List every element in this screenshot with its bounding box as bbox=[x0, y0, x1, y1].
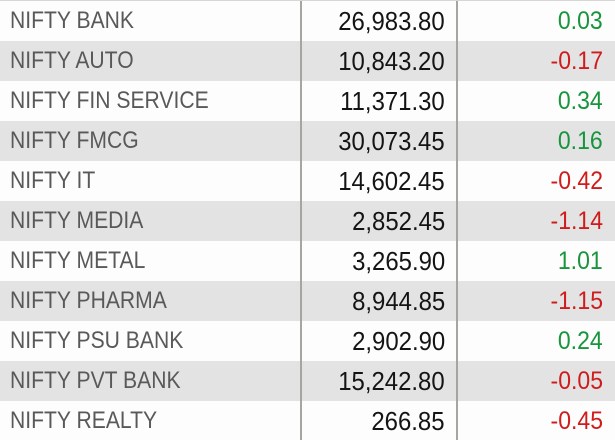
index-change-text: 0.16 bbox=[558, 127, 603, 155]
table-row[interactable]: NIFTY AUTO 10,843.20 -0.17 bbox=[0, 41, 615, 81]
index-name: NIFTY MEDIA bbox=[0, 201, 301, 241]
index-change: 0.24 bbox=[457, 321, 615, 361]
index-name-text: NIFTY REALTY bbox=[10, 407, 158, 434]
table-row[interactable]: NIFTY FMCG 30,073.45 0.16 bbox=[0, 121, 615, 161]
table-row[interactable]: NIFTY PSU BANK 2,902.90 0.24 bbox=[0, 321, 615, 361]
index-name-text: NIFTY PHARMA bbox=[10, 287, 167, 314]
index-change-text: -1.15 bbox=[550, 287, 603, 315]
index-change: 0.16 bbox=[457, 121, 615, 161]
index-change: -0.42 bbox=[457, 161, 615, 201]
table-row[interactable]: NIFTY FIN SERVICE 11,371.30 0.34 bbox=[0, 81, 615, 121]
column-divider bbox=[456, 1, 458, 440]
index-value-text: 26,983.80 bbox=[338, 6, 445, 36]
index-value-text: 14,602.45 bbox=[338, 166, 445, 196]
index-value: 3,265.90 bbox=[301, 241, 457, 281]
index-value: 10,843.20 bbox=[301, 41, 457, 81]
index-value-text: 2,852.45 bbox=[351, 206, 445, 236]
index-change-text: -1.14 bbox=[550, 207, 603, 235]
index-change: 0.03 bbox=[457, 1, 615, 41]
index-name-text: NIFTY IT bbox=[10, 167, 96, 194]
index-change-text: 0.03 bbox=[558, 7, 603, 35]
index-name-text: NIFTY FMCG bbox=[10, 127, 139, 154]
index-change-text: 0.34 bbox=[558, 87, 603, 115]
table-row[interactable]: NIFTY MEDIA 2,852.45 -1.14 bbox=[0, 201, 615, 241]
column-divider bbox=[300, 1, 302, 440]
index-name: NIFTY FIN SERVICE bbox=[0, 81, 301, 121]
index-value-text: 8,944.85 bbox=[351, 286, 445, 316]
index-name-text: NIFTY PVT BANK bbox=[10, 367, 181, 394]
table-row[interactable]: NIFTY PVT BANK 15,242.80 -0.05 bbox=[0, 361, 615, 401]
index-name: NIFTY BANK bbox=[0, 1, 301, 41]
index-value: 14,602.45 bbox=[301, 161, 457, 201]
index-change: -1.14 bbox=[457, 201, 615, 241]
table-row[interactable]: NIFTY PHARMA 8,944.85 -1.15 bbox=[0, 281, 615, 321]
index-value: 26,983.80 bbox=[301, 1, 457, 41]
index-value: 266.85 bbox=[301, 401, 457, 440]
index-value: 15,242.80 bbox=[301, 361, 457, 401]
index-value: 8,944.85 bbox=[301, 281, 457, 321]
index-change-text: 1.01 bbox=[558, 247, 603, 275]
index-change-text: -0.05 bbox=[550, 367, 603, 395]
index-value-text: 10,843.20 bbox=[338, 46, 445, 76]
index-name: NIFTY PVT BANK bbox=[0, 361, 301, 401]
index-value-text: 266.85 bbox=[371, 406, 445, 436]
index-name: NIFTY IT bbox=[0, 161, 301, 201]
index-value: 30,073.45 bbox=[301, 121, 457, 161]
index-name-text: NIFTY METAL bbox=[10, 247, 146, 274]
index-change: -0.45 bbox=[457, 401, 615, 440]
index-change: 1.01 bbox=[457, 241, 615, 281]
index-change-text: -0.17 bbox=[550, 47, 603, 75]
index-value-text: 15,242.80 bbox=[338, 366, 445, 396]
index-value: 2,902.90 bbox=[301, 321, 457, 361]
index-value-text: 2,902.90 bbox=[351, 326, 445, 356]
index-value: 2,852.45 bbox=[301, 201, 457, 241]
index-name: NIFTY FMCG bbox=[0, 121, 301, 161]
index-name: NIFTY PHARMA bbox=[0, 281, 301, 321]
index-name: NIFTY AUTO bbox=[0, 41, 301, 81]
index-name: NIFTY REALTY bbox=[0, 401, 301, 440]
index-name: NIFTY METAL bbox=[0, 241, 301, 281]
index-change-text: 0.24 bbox=[558, 327, 603, 355]
index-change-text: -0.42 bbox=[550, 167, 603, 195]
index-change-text: -0.45 bbox=[550, 407, 603, 435]
index-name-text: NIFTY BANK bbox=[10, 7, 135, 34]
table-row[interactable]: NIFTY BANK 26,983.80 0.03 bbox=[0, 1, 615, 41]
index-name-text: NIFTY MEDIA bbox=[10, 207, 144, 234]
index-name-text: NIFTY PSU BANK bbox=[10, 327, 184, 354]
table-row[interactable]: NIFTY REALTY 266.85 -0.45 bbox=[0, 401, 615, 440]
table-row[interactable]: NIFTY METAL 3,265.90 1.01 bbox=[0, 241, 615, 281]
index-value-text: 11,371.30 bbox=[340, 86, 445, 116]
index-change: -0.17 bbox=[457, 41, 615, 81]
index-change: -0.05 bbox=[457, 361, 615, 401]
index-name: NIFTY PSU BANK bbox=[0, 321, 301, 361]
index-value: 11,371.30 bbox=[301, 81, 457, 121]
index-value-text: 3,265.90 bbox=[351, 246, 445, 276]
table-row[interactable]: NIFTY IT 14,602.45 -0.42 bbox=[0, 161, 615, 201]
index-change: -1.15 bbox=[457, 281, 615, 321]
index-name-text: NIFTY FIN SERVICE bbox=[10, 87, 209, 114]
index-value-text: 30,073.45 bbox=[338, 126, 445, 156]
index-change: 0.34 bbox=[457, 81, 615, 121]
index-name-text: NIFTY AUTO bbox=[10, 47, 134, 74]
